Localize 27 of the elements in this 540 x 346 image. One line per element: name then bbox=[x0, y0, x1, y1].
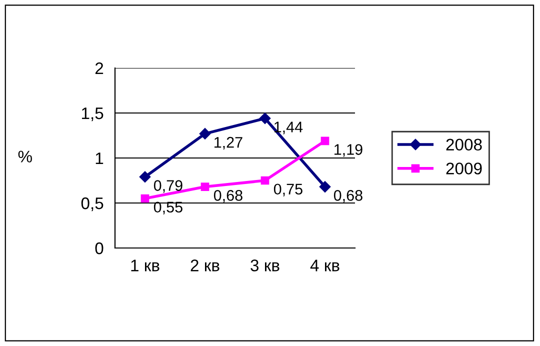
point bbox=[199, 128, 211, 140]
y-tick-label: 0 bbox=[95, 242, 104, 254]
legend-label: 2009 bbox=[446, 162, 482, 174]
point bbox=[260, 176, 270, 185]
x-tick-label: 3 кв bbox=[250, 260, 280, 272]
point bbox=[259, 112, 271, 124]
legend-label: 2008 bbox=[446, 138, 482, 151]
point bbox=[320, 136, 330, 146]
point bbox=[139, 171, 151, 183]
x-tick-label: 1 кв bbox=[131, 260, 160, 272]
data-label: 0,79 bbox=[154, 180, 182, 193]
data-label: 1,19 bbox=[334, 144, 362, 157]
y-tick-label: 1,5 bbox=[82, 108, 104, 122]
x-tick-label: 2 кв bbox=[190, 260, 220, 272]
y-tick-label: 1 bbox=[96, 152, 104, 164]
y-axis-title: % bbox=[18, 150, 32, 162]
point bbox=[319, 181, 331, 192]
data-label: 0,75 bbox=[274, 184, 302, 196]
data-label: 0,68 bbox=[334, 190, 362, 203]
y-tick-label: 2 bbox=[95, 62, 104, 74]
data-label: 0,68 bbox=[214, 190, 242, 203]
y-tick-label: 0,5 bbox=[81, 197, 104, 212]
data-label: 1,44 bbox=[274, 122, 303, 134]
point bbox=[200, 182, 210, 191]
point bbox=[140, 194, 150, 203]
data-label: 1,27 bbox=[214, 136, 242, 150]
x-tick-label: 4 кв bbox=[310, 260, 340, 272]
